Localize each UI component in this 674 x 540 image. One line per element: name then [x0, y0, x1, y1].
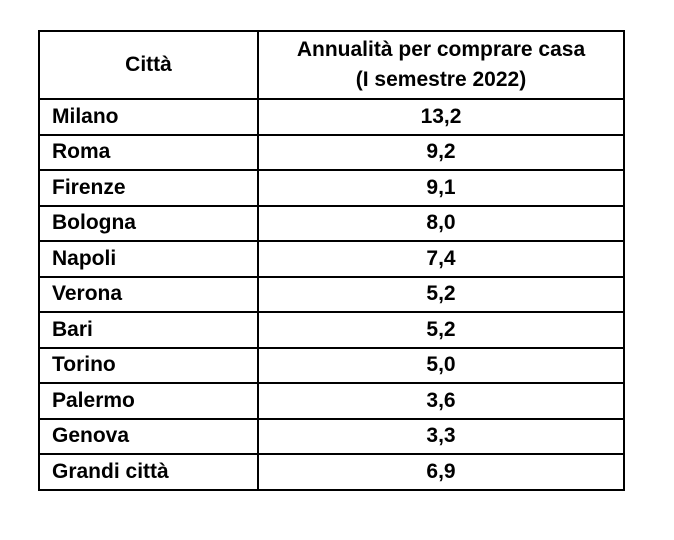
value-cell: 8,0: [257, 204, 625, 242]
city-cell: Milano: [38, 98, 259, 136]
city-cell: Genova: [38, 417, 259, 455]
table-row: Verona 5,2: [38, 275, 625, 313]
city-cell: Bologna: [38, 204, 259, 242]
value-cell: 6,9: [257, 453, 625, 491]
table-row: Napoli 7,4: [38, 240, 625, 278]
value-cell: 3,3: [257, 417, 625, 455]
city-cell: Torino: [38, 346, 259, 384]
value-cell: 7,4: [257, 240, 625, 278]
table-row: Bari 5,2: [38, 311, 625, 349]
header-cell: Città: [38, 30, 259, 100]
value-cell: 5,2: [257, 311, 625, 349]
city-cell: Grandi città: [38, 453, 259, 491]
value-cell: 5,0: [257, 346, 625, 384]
header-text: Città: [125, 53, 172, 76]
header-cell: Annualità per comprare casa (I semestre …: [257, 30, 625, 100]
value-cell: 9,2: [257, 133, 625, 171]
value-cell: 3,6: [257, 382, 625, 420]
city-cell: Palermo: [38, 382, 259, 420]
table-row: Bologna 8,0: [38, 204, 625, 242]
value-cell: 9,1: [257, 169, 625, 207]
value-cell: 13,2: [257, 98, 625, 136]
value-cell: 5,2: [257, 275, 625, 313]
city-cell: Napoli: [38, 240, 259, 278]
city-cell: Firenze: [38, 169, 259, 207]
table-row: Torino 5,0: [38, 346, 625, 384]
table-row: Firenze 9,1: [38, 169, 625, 207]
city-cell: Roma: [38, 133, 259, 171]
table-row: Genova 3,3: [38, 417, 625, 455]
table-row: Roma 9,2: [38, 133, 625, 171]
table-row: Palermo 3,6: [38, 382, 625, 420]
data-table: Città Annualità per comprare casa (I sem…: [38, 30, 625, 491]
header-text: (I semestre 2022): [355, 68, 527, 91]
city-cell: Verona: [38, 275, 259, 313]
header-text: Annualità per comprare casa: [296, 38, 586, 61]
table-body: Milano 13,2 Roma 9,2 Firenze 9,1 Bologna 8,0 Nap…: [38, 98, 625, 491]
table-row: Grandi città 6,9: [38, 453, 625, 491]
table-row: Milano 13,2: [38, 98, 625, 136]
city-cell: Bari: [38, 311, 259, 349]
header-row: Città Annualità per comprare casa (I sem…: [38, 30, 625, 100]
